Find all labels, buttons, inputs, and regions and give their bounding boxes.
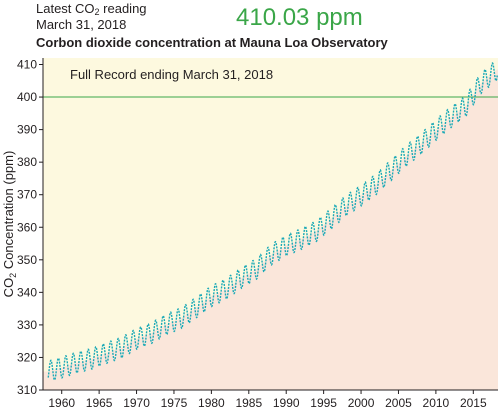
y-tick-label: 410 — [17, 58, 37, 72]
y-tick-label: 390 — [17, 123, 37, 137]
x-tick-label: 1995 — [310, 396, 337, 410]
chart-header: Latest CO2 reading March 31, 2018 410.03… — [0, 0, 500, 52]
y-tick-label: 400 — [17, 90, 37, 104]
x-tick-label: 1970 — [123, 396, 150, 410]
y-tick-label: 320 — [17, 350, 37, 364]
x-tick-label: 2005 — [385, 396, 412, 410]
latest-ppm-value: 410.03 ppm — [236, 4, 363, 31]
x-tick-label: 2000 — [348, 396, 375, 410]
chart-title: Corbon dioxide concentration at Mauna Lo… — [36, 35, 388, 50]
y-tick-label: 360 — [17, 220, 37, 234]
x-tick-label: 1985 — [235, 396, 262, 410]
x-tick-label: 1960 — [48, 396, 75, 410]
x-tick-label: 1965 — [86, 396, 113, 410]
x-axis-label: Year — [277, 414, 304, 416]
chart-annotation: Full Record ending March 31, 2018 — [70, 67, 273, 82]
y-tick-label: 380 — [17, 155, 37, 169]
latest-reading-label: Latest CO2 reading — [36, 1, 147, 17]
x-tick-label: 1975 — [161, 396, 188, 410]
x-tick-label: 1990 — [273, 396, 300, 410]
x-tick-label: 2010 — [423, 396, 450, 410]
y-tick-label: 350 — [17, 253, 37, 267]
co2-chart: 310 320 330 340 350 360 370 380 390 400 410 1960 196… — [1, 58, 498, 416]
y-tick-label: 370 — [17, 188, 37, 202]
y-tick-label: 310 — [17, 383, 37, 397]
y-tick-label: 340 — [17, 285, 37, 299]
x-tick-label: 2015 — [460, 396, 487, 410]
y-tick-label: 330 — [17, 318, 37, 332]
co2-series-line — [47, 62, 498, 381]
y-axis-label: CO2 Concentration (ppm) — [1, 151, 18, 298]
x-tick-label: 1980 — [198, 396, 225, 410]
reading-date: March 31, 2018 — [36, 17, 127, 32]
plot-background-lower — [43, 69, 498, 390]
